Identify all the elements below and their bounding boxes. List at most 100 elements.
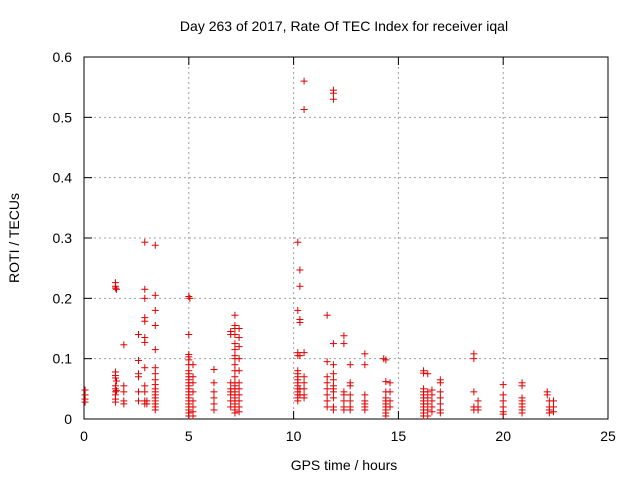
data-point [151,321,159,329]
data-point [386,397,394,405]
data-point [323,311,331,319]
data-point [340,391,348,399]
data-point [235,367,243,375]
data-point [361,406,369,414]
data-point [296,352,304,360]
y-tick-label: 0.4 [53,170,73,186]
data-point [346,382,354,390]
y-tick-label: 0 [64,411,72,427]
data-point [329,406,337,414]
grid-lines [84,57,608,419]
data-point [235,391,243,399]
y-tick-label: 0.3 [53,230,73,246]
data-point [134,397,142,405]
data-point [231,340,239,348]
data-point [436,379,444,387]
data-point [329,89,337,97]
data-point [329,95,337,103]
data-point [141,238,149,246]
data-point [424,388,432,396]
x-tick-label: 0 [80,428,88,444]
data-point [424,412,432,420]
data-point [151,346,159,354]
data-point [151,306,159,314]
data-point [186,294,194,302]
y-tick-label: 0.5 [53,109,73,125]
data-point [134,388,142,396]
data-point [120,400,128,408]
data-point [189,397,197,405]
data-point [235,355,243,363]
data-point [120,388,128,396]
data-point [300,105,308,113]
data-point [499,381,507,389]
data-point [499,391,507,399]
data-point [428,397,436,405]
data-point [329,340,337,348]
data-point [235,379,243,387]
data-point [235,385,243,393]
data-point [210,400,218,408]
data-point [323,373,331,381]
y-axis-label: ROTI / TECUs [6,193,22,283]
data-point [141,388,149,396]
data-point [210,366,218,374]
data-point [474,397,482,405]
data-point [231,331,239,339]
data-point [340,340,348,348]
data-point [346,391,354,399]
data-point [210,388,218,396]
data-point [189,361,197,369]
y-tick-label: 0.6 [53,49,73,65]
data-point [120,341,128,349]
data-point [112,285,120,293]
data-point [235,334,243,342]
data-point [300,385,308,393]
data-point [143,400,151,408]
data-point [361,391,369,399]
data-point [436,394,444,402]
data-point [189,388,197,396]
data-point [382,412,390,420]
data-point [141,382,149,390]
data-point [231,346,239,354]
y-tick-label: 0.1 [53,351,73,367]
data-point [424,406,432,414]
data-point [323,397,331,405]
data-point [294,306,302,314]
data-point [141,294,149,302]
data-point [470,388,478,396]
data-point [323,391,331,399]
data-point [340,397,348,405]
data-point [420,369,428,377]
data-point [111,374,119,382]
data-point [300,394,308,402]
data-point [329,376,337,384]
data-point [499,397,507,405]
data-point [185,293,193,301]
data-point [112,377,120,385]
data-point [499,410,507,418]
data-point [474,406,482,414]
data-point [300,373,308,381]
data-point [436,400,444,408]
x-tick-label: 20 [495,428,511,444]
data-point [424,400,432,408]
data-point [189,379,197,387]
data-point [300,379,308,387]
data-point [235,343,243,351]
data-point [329,394,337,402]
data-point [543,391,551,399]
x-tick-label: 25 [600,428,616,444]
data-point [151,406,159,414]
data-points [81,77,558,420]
data-point [361,350,369,358]
data-point [231,373,239,381]
data-point [346,397,354,405]
data-point [296,318,304,326]
data-point [545,409,553,417]
data-point [550,397,558,405]
data-point [361,361,369,369]
